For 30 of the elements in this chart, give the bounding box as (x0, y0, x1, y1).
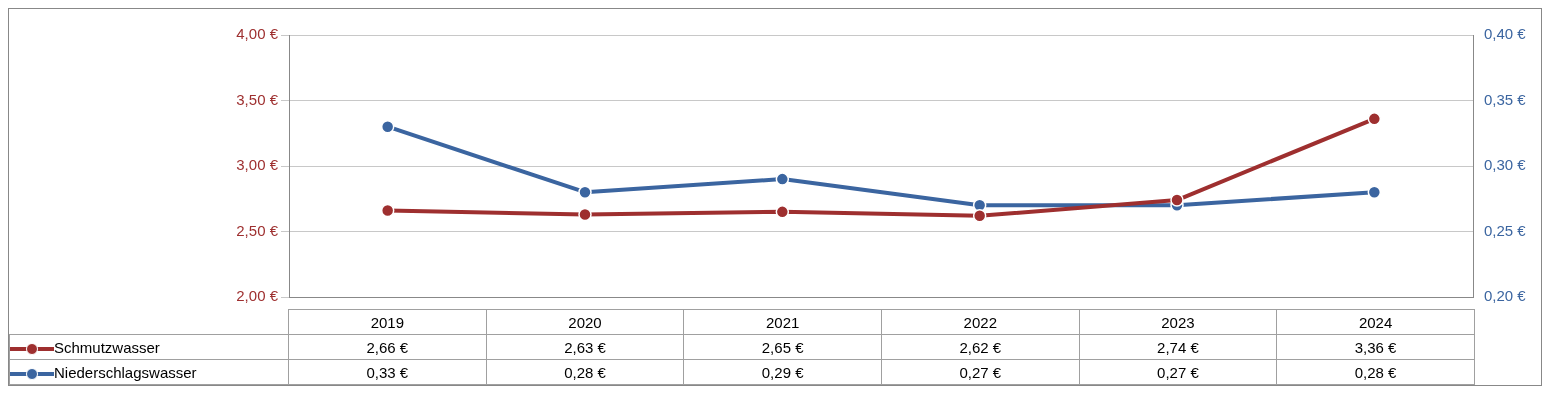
y-tick-label: 3,50 € (236, 90, 279, 108)
y2-tick-label: 0,35 € (1484, 90, 1527, 108)
x-tick-label: 2021 (683, 309, 882, 335)
data-label: 2,74 € (1079, 334, 1277, 360)
data-label: 2,66 € (288, 334, 487, 360)
x-tick-label: 2020 (486, 309, 684, 335)
x-tick-label: 2023 (1079, 309, 1277, 335)
data-label: 2,63 € (486, 334, 684, 360)
data-label: 0,28 € (486, 359, 684, 385)
data-label: 3,36 € (1276, 334, 1475, 360)
x-tick-label: 2024 (1276, 309, 1475, 335)
y-tick-label: 2,00 € (236, 287, 279, 305)
data-label: 0,27 € (1079, 359, 1277, 385)
y2-tick-label: 0,30 € (1484, 156, 1527, 174)
y-tick-label: 3,00 € (236, 156, 279, 174)
y2-tick-label: 0,40 € (1484, 25, 1527, 43)
y-tick-label: 2,50 € (236, 221, 279, 239)
legend-label: Schmutzwasser (54, 338, 160, 356)
data-label: 0,33 € (288, 359, 487, 385)
x-tick-label: 2019 (288, 309, 487, 335)
data-label: 2,62 € (881, 334, 1080, 360)
x-tick-label: 2022 (881, 309, 1080, 335)
data-label: 2,65 € (683, 334, 882, 360)
data-label: 0,27 € (881, 359, 1080, 385)
data-label: 0,28 € (1276, 359, 1475, 385)
y-tick-label: 4,00 € (236, 25, 279, 43)
legend-label: Niederschlagswasser (54, 363, 197, 381)
data-label: 0,29 € (683, 359, 882, 385)
y2-tick-label: 0,25 € (1484, 221, 1527, 239)
y2-tick-label: 0,20 € (1484, 287, 1527, 305)
